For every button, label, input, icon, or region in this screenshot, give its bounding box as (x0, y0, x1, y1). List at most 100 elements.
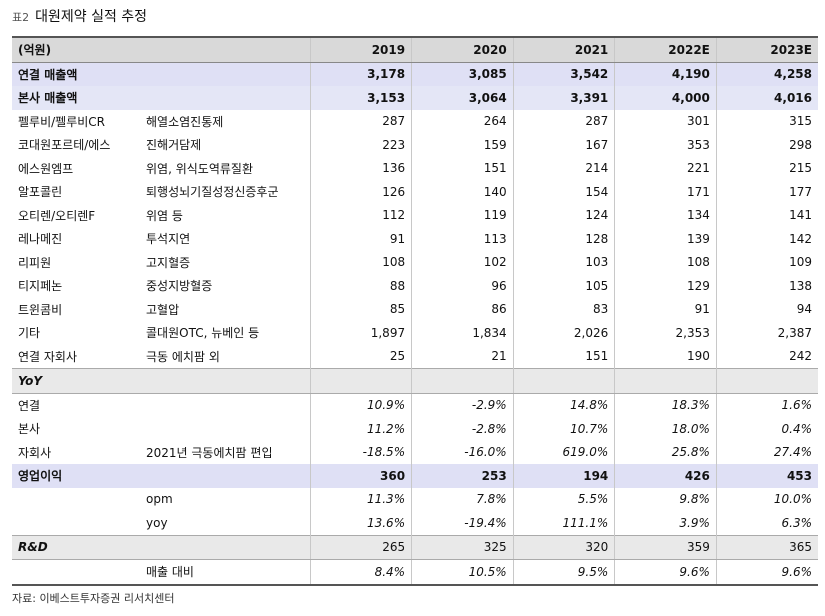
value-cell: 3.9% (614, 511, 717, 535)
row-label: R&D (12, 534, 140, 560)
value-cell: 138 (715, 274, 818, 298)
row-label: 펠루비/펠루비CR (18, 114, 106, 129)
value-cell: 9.6% (715, 559, 818, 586)
table-row: 연결 10.9% -2.9% 14.8% 18.3% 1.6% (12, 393, 818, 417)
value-cell (411, 368, 514, 394)
row-sublabel (140, 464, 310, 488)
value-cell: -16.0% (411, 440, 514, 464)
year-header: 2022E (614, 36, 717, 63)
row-sublabel: 콜대원OTC, 뉴베인 등 (146, 326, 260, 341)
value-cell: -2.9% (411, 393, 514, 417)
row-sublabel (140, 534, 310, 560)
value-cell: 287 (512, 109, 615, 133)
value-cell: 10.7% (512, 417, 615, 441)
value-cell: 242 (715, 344, 818, 369)
value-cell: 2,387 (715, 321, 818, 345)
table-row: 트윈콤비 고혈압 85 86 83 91 94 (12, 297, 818, 321)
row-label: 리피원 (18, 255, 52, 270)
value-cell: 94 (715, 297, 818, 321)
value-cell: 3,178 (309, 62, 412, 86)
row-sublabel: 위염, 위식도역류질환 (146, 161, 253, 176)
earnings-table: (억원) 2019 2020 2021 2022E 2023E 연결 매출액 3,… (12, 36, 818, 586)
table-row: 오티렌/오티렌F 위염 등 112 119 124 134 141 (12, 203, 818, 227)
value-cell: -19.4% (411, 511, 514, 535)
row-sublabel: 진해거담제 (146, 138, 202, 153)
value-cell: 108 (309, 250, 412, 274)
table-number: 표2 (12, 11, 30, 24)
row-sublabel: 투석지연 (146, 232, 191, 247)
value-cell: 8.4% (309, 559, 412, 586)
value-cell: 139 (614, 227, 717, 251)
value-cell: 25.8% (614, 440, 717, 464)
value-cell: 10.0% (715, 487, 818, 511)
value-cell: 453 (715, 464, 818, 488)
value-cell: 136 (309, 156, 412, 180)
value-cell (512, 368, 615, 394)
table-row: 리피원 고지혈증 108 102 103 108 109 (12, 250, 818, 274)
value-cell: 11.2% (309, 417, 412, 441)
value-cell: 301 (614, 109, 717, 133)
value-cell: 21 (411, 344, 514, 369)
value-cell: 3,391 (512, 86, 615, 110)
value-cell: 151 (411, 156, 514, 180)
table-row: 자회사 2021년 극동에치팜 편입 -18.5% -16.0% 619.0% 25.8%… (12, 440, 818, 464)
row-sublabel: 2021년 극동에치팜 편입 (146, 445, 273, 460)
value-cell: 103 (512, 250, 615, 274)
value-cell: 223 (309, 133, 412, 157)
table-row: 매출 대비 8.4% 10.5% 9.5% 9.6% 9.6% (12, 559, 818, 586)
value-cell: 128 (512, 227, 615, 251)
row-sublabel (140, 62, 310, 86)
row-label: 본사 매출액 (12, 86, 140, 110)
value-cell: 619.0% (512, 440, 615, 464)
row-label (12, 559, 140, 586)
value-cell: 171 (614, 180, 717, 204)
value-cell (614, 368, 717, 394)
value-cell: 1,834 (411, 321, 514, 345)
value-cell: 13.6% (309, 511, 412, 535)
table-row: 본사 매출액 3,153 3,064 3,391 4,000 4,016 (12, 86, 818, 110)
value-cell: 353 (614, 133, 717, 157)
value-cell (309, 368, 412, 394)
row-label: 연결 매출액 (12, 62, 140, 86)
table-row: YoY (12, 368, 818, 394)
row-sublabel: 위염 등 (146, 208, 183, 223)
value-cell: 105 (512, 274, 615, 298)
table-row: 알포콜린 퇴행성뇌기질성정신증후군 126 140 154 171 177 (12, 180, 818, 204)
value-cell: 2,026 (512, 321, 615, 345)
value-cell: 126 (309, 180, 412, 204)
value-cell: 91 (614, 297, 717, 321)
value-cell: 11.3% (309, 487, 412, 511)
table-row: R&D 265 325 320 359 365 (12, 534, 818, 560)
row-label: 오티렌/오티렌F (18, 208, 96, 223)
value-cell: 4,016 (715, 86, 818, 110)
value-cell: 151 (512, 344, 615, 369)
row-sublabel: 고지혈증 (146, 255, 191, 270)
value-cell: 1,897 (309, 321, 412, 345)
header-row: (억원) 2019 2020 2021 2022E 2023E (12, 36, 818, 63)
value-cell: 221 (614, 156, 717, 180)
value-cell: 14.8% (512, 393, 615, 417)
row-label: 레나메진 (18, 232, 63, 247)
table-row: 코대원포르테/에스 진해거담제 223 159 167 353 298 (12, 133, 818, 157)
value-cell: 25 (309, 344, 412, 369)
row-label: 코대원포르테/에스 (18, 138, 111, 153)
value-cell: 365 (715, 534, 818, 560)
row-label: 트윈콤비 (18, 302, 63, 317)
table-row: 레나메진 투석지연 91 113 128 139 142 (12, 227, 818, 251)
row-sublabel: 해열소염진통제 (146, 114, 224, 129)
value-cell: 9.6% (614, 559, 717, 586)
value-cell: 111.1% (512, 511, 615, 535)
value-cell: 18.3% (614, 393, 717, 417)
table-title: 표2 대원제약 실적 추정 (12, 6, 147, 28)
value-cell: 264 (411, 109, 514, 133)
value-cell: 359 (614, 534, 717, 560)
value-cell: 4,258 (715, 62, 818, 86)
value-cell: 4,000 (614, 86, 717, 110)
row-label: 티지페논 (18, 279, 63, 294)
value-cell: 190 (614, 344, 717, 369)
value-cell: 0.4% (715, 417, 818, 441)
value-cell: 287 (309, 109, 412, 133)
value-cell: 426 (614, 464, 717, 488)
value-cell: 18.0% (614, 417, 717, 441)
